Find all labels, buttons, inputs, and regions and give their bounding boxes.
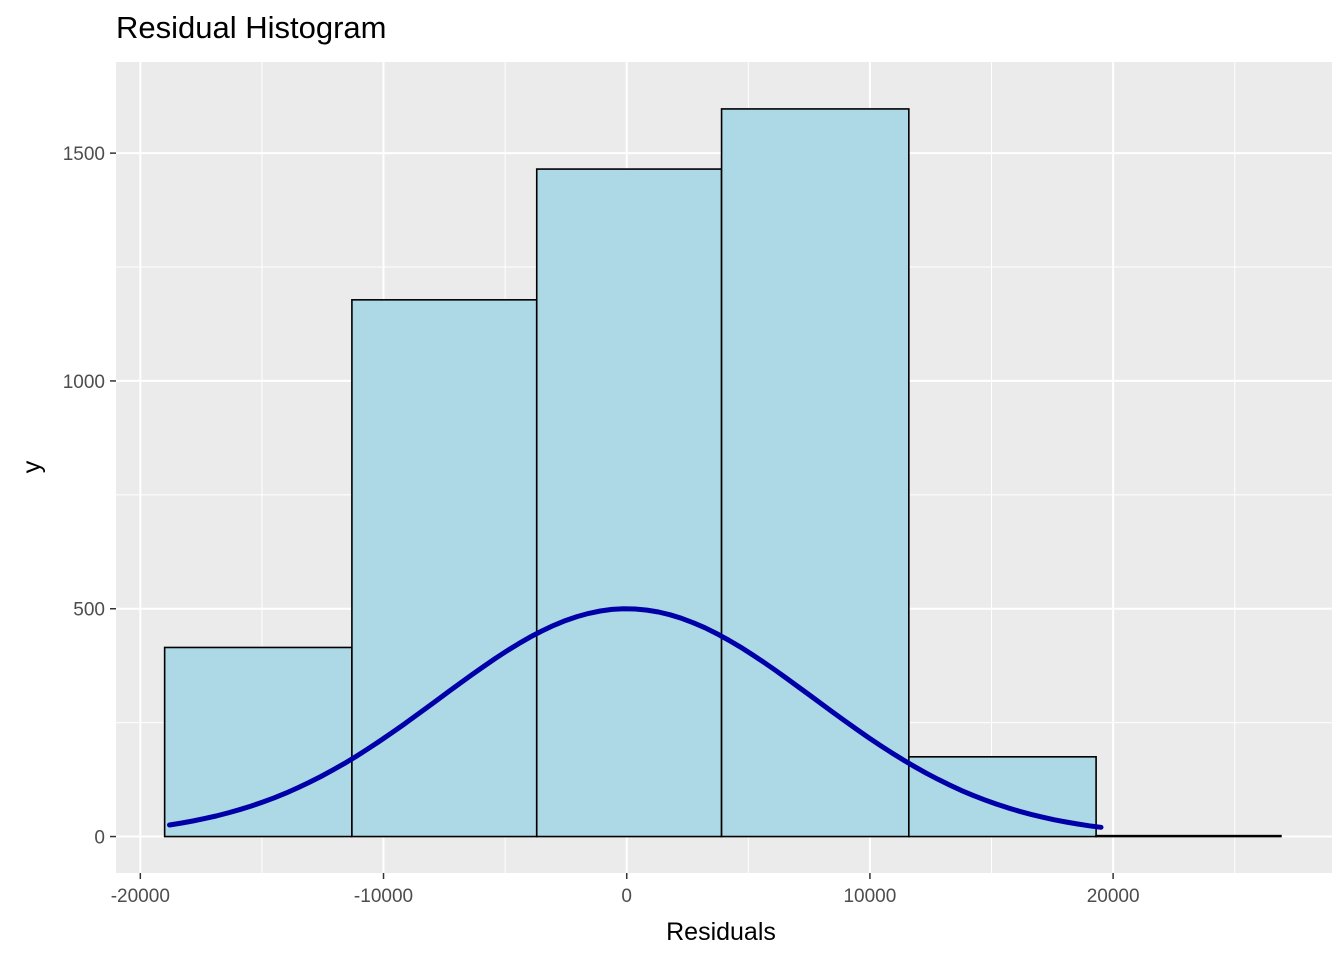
histogram-bar-6 bbox=[1095, 834, 1282, 838]
x-tick-label: -10000 bbox=[354, 886, 413, 907]
normal-density-curve bbox=[167, 606, 1104, 830]
x-tick-label: 0 bbox=[621, 886, 632, 907]
x-tick-label: 20000 bbox=[1087, 886, 1140, 907]
histogram-bar-1 bbox=[163, 646, 353, 838]
y-tick-label: 1500 bbox=[63, 144, 105, 165]
chart-title: Residual Histogram bbox=[116, 10, 387, 45]
histogram-bars bbox=[163, 108, 1282, 838]
x-axis: -20000 -10000 0 10000 20000 bbox=[111, 873, 1140, 907]
y-tick-label: 500 bbox=[73, 600, 105, 621]
histogram-bar-4 bbox=[720, 108, 910, 838]
histogram-bar-2 bbox=[351, 299, 538, 838]
y-tick-label: 0 bbox=[94, 828, 105, 849]
y-axis: 0 500 1000 1500 bbox=[63, 144, 116, 849]
x-tick-label: 10000 bbox=[843, 886, 896, 907]
x-tick-label: -20000 bbox=[111, 886, 170, 907]
y-axis-title: y bbox=[18, 460, 46, 473]
x-axis-title: Residuals bbox=[666, 918, 776, 946]
histogram-bar-3 bbox=[535, 168, 723, 838]
y-tick-label: 1000 bbox=[63, 372, 105, 393]
